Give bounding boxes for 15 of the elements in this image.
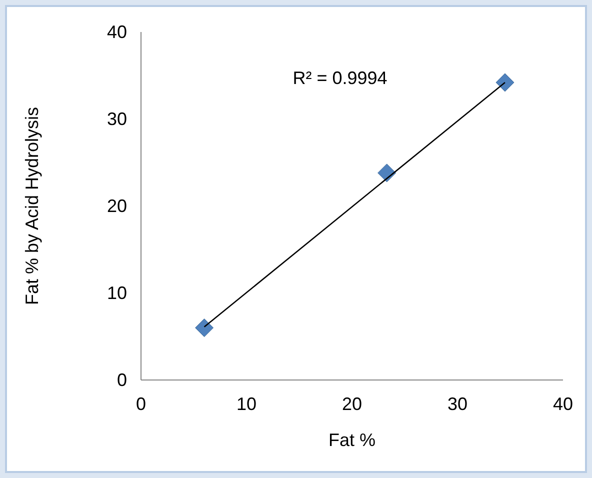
y-tick-label: 20 — [106, 196, 127, 216]
x-axis-title: Fat % — [328, 430, 376, 450]
y-tick-label: 30 — [106, 109, 127, 129]
point — [496, 73, 514, 92]
x-tick-label: 30 — [447, 394, 468, 414]
annotation: R² = 0.9994 — [292, 68, 388, 88]
point — [195, 318, 214, 338]
x-tick-label: 0 — [136, 394, 146, 414]
x-tick-label: 20 — [342, 394, 362, 414]
y-tick-label: 10 — [106, 283, 127, 303]
y-tick-label: 0 — [116, 370, 127, 390]
x-tick-label: 40 — [552, 394, 574, 414]
y-axis-title: Fat % by Acid Hydrolysis — [22, 106, 42, 306]
x-tick-label: 10 — [236, 394, 257, 414]
y-tick-label: 40 — [106, 22, 127, 42]
